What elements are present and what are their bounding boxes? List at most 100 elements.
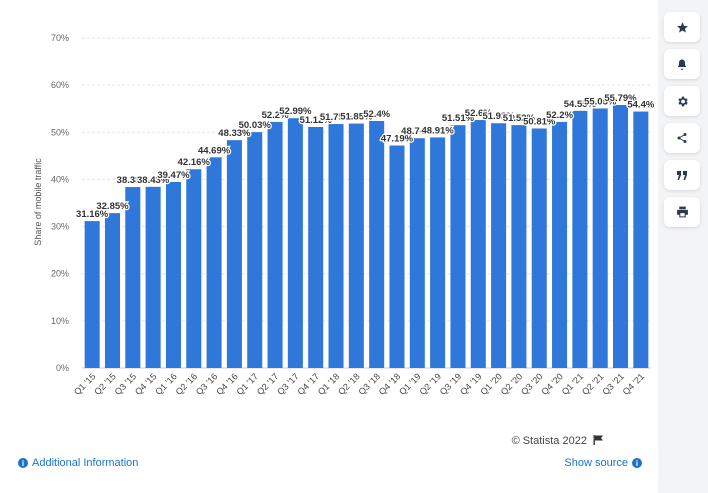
data-label: 32.85% <box>96 201 129 212</box>
bar[interactable] <box>226 140 242 368</box>
x-tick-label: Q1 '18 <box>316 371 342 397</box>
y-tick-label: 70% <box>51 33 69 43</box>
bar[interactable] <box>633 111 649 369</box>
cite-button[interactable] <box>664 160 700 190</box>
x-tick-label: Q3 '15 <box>113 371 139 397</box>
x-tick-label: Q1 '19 <box>397 371 423 397</box>
x-tick-label: Q1 '20 <box>478 371 504 397</box>
x-tick-label: Q2 '19 <box>417 371 443 397</box>
x-tick-label: Q4 '21 <box>621 371 647 397</box>
share-icon <box>676 132 688 144</box>
data-label: 47.19% <box>381 134 414 145</box>
bar[interactable] <box>409 138 425 368</box>
data-label: 48.91% <box>422 125 455 136</box>
x-tick-label: Q2 '18 <box>336 371 362 397</box>
x-tick-label: Q3 '20 <box>519 371 545 397</box>
data-label: 44.69% <box>198 145 231 156</box>
favorite-button[interactable] <box>664 12 700 42</box>
bar[interactable] <box>511 125 527 369</box>
show-source-label: Show source <box>564 457 628 469</box>
x-tick-label: Q3 '19 <box>438 371 464 397</box>
data-label: 54.4% <box>627 100 654 111</box>
bell-icon <box>676 58 688 71</box>
x-tick-label: Q1 '17 <box>235 371 261 397</box>
bar[interactable] <box>84 221 100 368</box>
bar[interactable] <box>308 127 324 369</box>
bar[interactable] <box>531 128 547 368</box>
bar[interactable] <box>552 121 568 369</box>
data-label: 55.05% <box>584 96 617 107</box>
data-labels: 31.16%32.85% 38.38%38.43%39.47% 42.16%44.6… <box>75 92 656 222</box>
x-tick-label: Q4 '16 <box>214 371 240 397</box>
bar[interactable] <box>592 108 608 368</box>
bar[interactable] <box>165 181 181 368</box>
settings-button[interactable] <box>664 86 700 116</box>
data-label: 48.33% <box>218 128 251 139</box>
data-label: 52.99% <box>279 106 312 117</box>
x-tick-label: Q4 '17 <box>295 371 321 397</box>
data-label: 38.43% <box>137 175 170 186</box>
bar[interactable] <box>450 125 466 368</box>
gear-icon <box>676 95 689 108</box>
data-label: 52.2% <box>262 110 289 121</box>
bar[interactable] <box>267 121 283 369</box>
bar[interactable] <box>389 145 405 368</box>
data-label: 55.79% <box>604 93 637 104</box>
flag-icon <box>593 435 604 448</box>
bar[interactable] <box>369 120 385 368</box>
bar[interactable] <box>145 186 161 368</box>
data-label: 51.52% <box>503 113 536 124</box>
x-tick-label: Q4 '15 <box>133 371 159 397</box>
data-label: 50.03% <box>239 120 272 131</box>
y-axis-title: Share of mobile traffic <box>33 158 43 246</box>
bar[interactable] <box>572 110 588 368</box>
credit-text: © Statista 2022 <box>511 435 587 447</box>
tool-sidebar <box>662 12 702 234</box>
bar-chart: 0% 10% 20% 30% 40% 50% 60% 70% 31.16%32.85% 38.3… <box>33 33 656 397</box>
statista-credit[interactable]: © Statista 2022 <box>512 435 604 448</box>
data-label: 51.85% <box>340 112 373 123</box>
data-label: 51.75% <box>320 112 353 123</box>
share-button[interactable] <box>664 123 700 153</box>
y-tick-label: 0% <box>56 363 69 373</box>
notification-button[interactable] <box>664 49 700 79</box>
bar[interactable] <box>328 124 344 369</box>
x-tick-label: Q3 '16 <box>194 371 220 397</box>
x-tick-label: Q1 '15 <box>72 371 98 397</box>
y-tick-label: 20% <box>51 269 69 279</box>
bar[interactable] <box>348 123 364 368</box>
data-label: 48.74% <box>401 126 434 137</box>
data-label: 38.38% <box>117 175 150 186</box>
star-icon <box>676 21 689 34</box>
data-label: 39.47% <box>157 170 190 181</box>
bar[interactable] <box>247 132 263 368</box>
data-label: 31.16% <box>76 209 109 220</box>
bar[interactable] <box>430 137 446 368</box>
additional-information-label: Additional Information <box>32 457 139 469</box>
bar[interactable] <box>104 213 121 368</box>
bar[interactable] <box>612 104 629 369</box>
bar[interactable] <box>470 120 486 369</box>
show-source-link[interactable]: Show source i <box>564 457 642 469</box>
data-label: 51.92% <box>482 111 515 122</box>
x-tick-label: Q4 '18 <box>377 371 403 397</box>
y-tick-label: 40% <box>51 174 69 184</box>
x-tick-label: Q4 '20 <box>539 371 565 397</box>
bar[interactable] <box>125 187 141 368</box>
y-tick-label: 50% <box>51 127 69 137</box>
bar[interactable] <box>206 157 222 368</box>
x-tick-label: Q2 '15 <box>92 371 118 397</box>
quote-icon <box>676 170 688 181</box>
y-tick-label: 30% <box>51 222 69 232</box>
additional-information-link[interactable]: i Additional Information <box>18 457 138 469</box>
bar[interactable] <box>491 123 507 368</box>
print-icon <box>676 206 689 218</box>
bar[interactable] <box>186 169 202 368</box>
y-tick-label: 60% <box>51 80 69 90</box>
bar[interactable] <box>287 118 303 368</box>
x-tick-label: Q1 '21 <box>560 371 586 397</box>
x-tick-label: Q3 '21 <box>600 371 626 397</box>
print-button[interactable] <box>664 197 700 227</box>
